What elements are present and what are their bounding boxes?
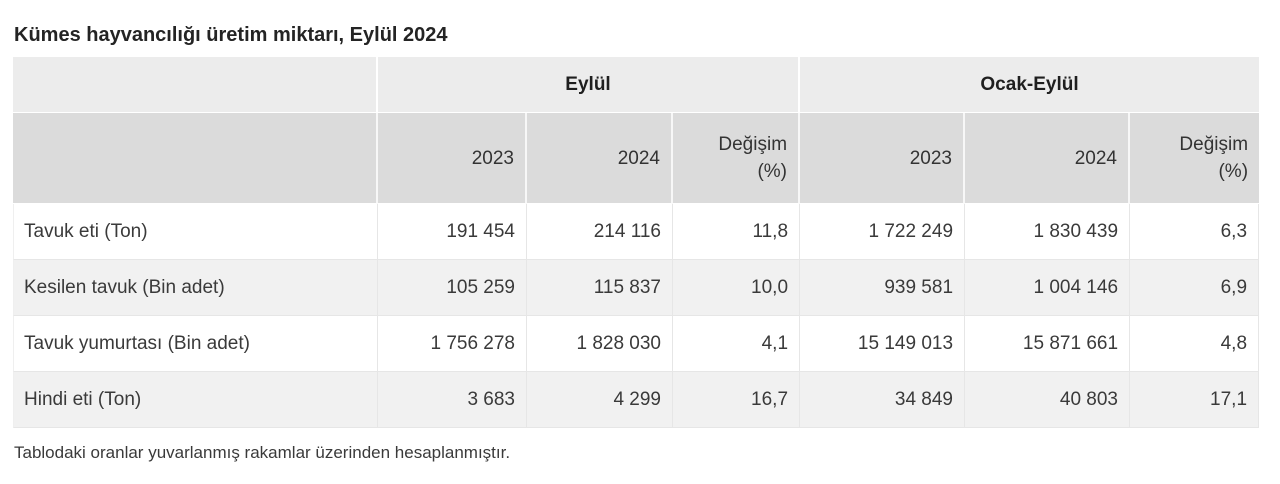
group-header-ocak-eylul: Ocak-Eylül xyxy=(800,57,1260,113)
value-cell: 16,7 xyxy=(673,372,801,428)
value-cell: 214 116 xyxy=(527,204,673,260)
sub-header-ocak-change: Değişim (%) xyxy=(1130,113,1260,204)
footnote: Tablodaki oranlar yuvarlanmış rakamlar ü… xyxy=(14,443,511,462)
group-header-corner-cell xyxy=(13,57,378,113)
group-header-row: Eylül Ocak-Eylül xyxy=(13,57,1260,113)
production-table: Eylül Ocak-Eylül 2023 2024 Değişim (%) 20… xyxy=(13,57,1260,428)
value-cell: 115 837 xyxy=(527,260,673,316)
table-row-kesilen-tavuk: Kesilen tavuk (Bin adet) 105 259 115 837… xyxy=(13,260,1260,316)
value-cell: 40 803 xyxy=(965,372,1131,428)
value-cell: 15 149 013 xyxy=(800,316,966,372)
value-cell: 1 722 249 xyxy=(800,204,966,260)
value-cell: 1 004 146 xyxy=(965,260,1131,316)
table-row-tavuk-eti: Tavuk eti (Ton) 191 454 214 116 11,8 1 7… xyxy=(13,204,1260,260)
row-label-cell: Hindi eti (Ton) xyxy=(13,372,378,428)
change-label: Değişim xyxy=(718,134,788,155)
value-cell: 4,1 xyxy=(673,316,801,372)
value-cell: 191 454 xyxy=(378,204,527,260)
value-cell: 15 871 661 xyxy=(965,316,1131,372)
table-row-hindi-eti: Hindi eti (Ton) 3 683 4 299 16,7 34 849 … xyxy=(13,372,1260,428)
sub-header-ocak-2023: 2023 xyxy=(800,113,966,204)
group-header-eylul: Eylül xyxy=(378,57,801,113)
value-cell: 6,3 xyxy=(1130,204,1260,260)
sub-header-eylul-2024: 2024 xyxy=(527,113,673,204)
value-cell: 939 581 xyxy=(800,260,966,316)
sub-header-row: 2023 2024 Değişim (%) 2023 2024 Değişim (%… xyxy=(13,113,1260,204)
value-cell: 3 683 xyxy=(378,372,527,428)
value-cell: 4,8 xyxy=(1130,316,1260,372)
sub-header-ocak-2024: 2024 xyxy=(965,113,1131,204)
value-cell: 11,8 xyxy=(673,204,801,260)
page: Kümes hayvancılığı üretim miktarı, Eylül… xyxy=(13,24,1260,462)
value-cell: 10,0 xyxy=(673,260,801,316)
change-unit: (%) xyxy=(1218,161,1249,182)
page-title: Kümes hayvancılığı üretim miktarı, Eylül… xyxy=(14,24,448,46)
value-cell: 1 756 278 xyxy=(378,316,527,372)
row-label-cell: Tavuk eti (Ton) xyxy=(13,204,378,260)
value-cell: 34 849 xyxy=(800,372,966,428)
value-cell: 6,9 xyxy=(1130,260,1260,316)
sub-header-empty-cell xyxy=(13,113,378,204)
value-cell: 17,1 xyxy=(1130,372,1260,428)
change-unit: (%) xyxy=(757,161,788,182)
change-label: Değişim xyxy=(1179,134,1249,155)
row-label-cell: Kesilen tavuk (Bin adet) xyxy=(13,260,378,316)
row-label-cell: Tavuk yumurtası (Bin adet) xyxy=(13,316,378,372)
value-cell: 1 830 439 xyxy=(965,204,1131,260)
value-cell: 1 828 030 xyxy=(527,316,673,372)
sub-header-eylul-change: Değişim (%) xyxy=(673,113,801,204)
sub-header-eylul-2023: 2023 xyxy=(378,113,527,204)
value-cell: 105 259 xyxy=(378,260,527,316)
table-row-tavuk-yumurtasi: Tavuk yumurtası (Bin adet) 1 756 278 1 8… xyxy=(13,316,1260,372)
value-cell: 4 299 xyxy=(527,372,673,428)
